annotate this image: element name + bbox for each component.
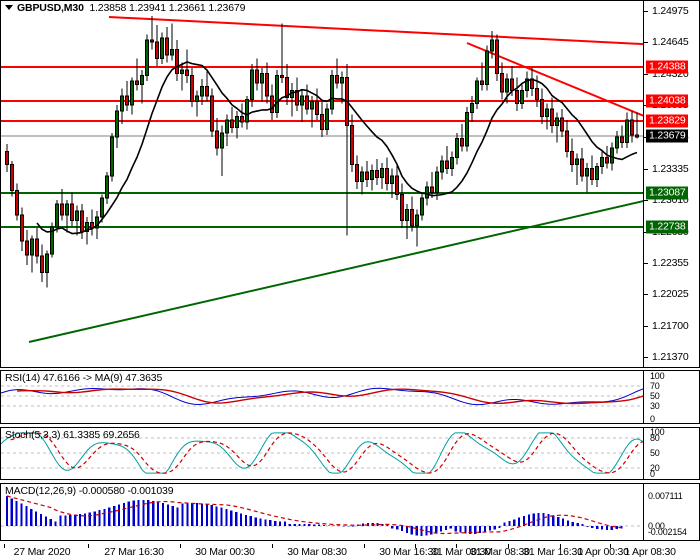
time-axis: 27 Mar 2020 27 Mar 16:30 30 Mar 00:30 30 Ma…	[0, 544, 700, 560]
price-tick-label: 1.21370	[652, 351, 689, 363]
stoch-plot-area[interactable]	[1, 428, 643, 479]
time-tick-label: 1 Apr 00:30	[577, 546, 629, 558]
price-tick-label: 1.24645	[652, 36, 689, 48]
time-tick-mark	[88, 544, 89, 548]
time-tick-mark	[560, 544, 561, 548]
price-level-label[interactable]: 1.23829	[646, 114, 688, 128]
price-chart-panel[interactable]: GBPUSD,M30 1.23858 1.23941 1.23661 1.236…	[0, 0, 700, 368]
price-tick-mark	[644, 74, 648, 75]
rsi-tick-label: 0	[650, 414, 655, 424]
stoch-tick-label: 20	[650, 463, 660, 473]
price-tick-label: 1.22355	[652, 257, 689, 269]
macd-label: MACD(12,26,9) -0.000580 -0.001039	[5, 485, 174, 497]
macd-tick-label: -0.002154	[648, 527, 687, 537]
price-tick-mark	[644, 169, 648, 170]
price-tick-mark	[644, 294, 648, 295]
macd-svg	[1, 495, 643, 536]
chart-header: GBPUSD,M30 1.23858 1.23941 1.23661 1.236…	[5, 2, 245, 14]
price-tick-label: 1.22025	[652, 288, 689, 300]
ascending-support	[28, 200, 643, 343]
price-level-label[interactable]: 1.24038	[646, 94, 688, 108]
macd-panel[interactable]: MACD(12,26,9) -0.000580 -0.001039 0.0071…	[0, 483, 700, 541]
upper-resistance-channel	[108, 16, 643, 46]
rsi-plot-area[interactable]	[1, 371, 643, 423]
time-tick-mark	[415, 544, 416, 548]
stoch-label: Stoch(5,3,3) 61.3385 69.2656	[5, 429, 140, 441]
stoch-tick-label: 100	[650, 427, 665, 437]
time-tick-label: 1 Apr 08:30	[624, 546, 676, 558]
price-tick-mark	[644, 11, 648, 12]
price-axis[interactable]: 1.249751.246451.243201.239951.236651.233…	[643, 1, 699, 367]
time-tick-mark	[508, 544, 509, 548]
macd-plot-area[interactable]	[1, 484, 643, 540]
price-tick-label: 1.24975	[652, 5, 689, 17]
stoch-tick-label: 50	[650, 448, 660, 458]
price-tick-label: 1.23335	[652, 163, 689, 175]
time-tick-label: 30 Mar 16:30	[379, 546, 439, 558]
rsi-panel[interactable]: RSI(14) 47.6166 -> MA(9) 47.3635 100 70 50…	[0, 370, 700, 424]
price-tick-mark	[644, 263, 648, 264]
rsi-tick-label: 70	[650, 381, 660, 391]
price-level-label[interactable]: 1.22738	[646, 220, 688, 234]
quote-high: 1.23941	[129, 2, 166, 14]
time-tick-label: 27 Mar 2020	[13, 546, 71, 558]
symbol-label: GBPUSD,M30	[17, 2, 84, 14]
macd-tick-label: 0.007111	[648, 491, 683, 501]
time-tick-mark	[610, 544, 611, 548]
macd-tick-label: 0.00	[648, 521, 665, 531]
descending-resistance	[466, 42, 643, 117]
price-tick-mark	[644, 357, 648, 358]
macd-axis: 0.007111 0.00 -0.002154	[643, 484, 699, 540]
time-tick-mark	[180, 544, 181, 548]
quote-open: 1.23858	[89, 2, 127, 14]
price-level-label[interactable]: 1.23679	[646, 129, 688, 143]
price-level-label[interactable]: 1.23087	[646, 186, 688, 200]
rsi-svg	[1, 385, 643, 407]
stoch-tick-label: 0	[650, 469, 655, 479]
triangle-down-icon[interactable]	[5, 4, 13, 10]
price-plot-area[interactable]	[1, 1, 643, 367]
time-tick-label: 30 Mar 00:30	[195, 546, 255, 558]
price-tick-label: 1.21700	[652, 320, 689, 332]
price-level-label[interactable]: 1.24388	[646, 60, 688, 74]
price-tick-mark	[644, 326, 648, 327]
time-tick-mark	[364, 544, 365, 548]
stoch-tick-label: 80	[650, 433, 660, 443]
time-tick-label: 31 Mar 00:30	[431, 546, 491, 558]
rsi-tick-label: 30	[650, 401, 660, 411]
time-tick-label: 30 Mar 08:30	[287, 546, 347, 558]
rsi-tick-label: 100	[650, 371, 665, 381]
time-tick-mark	[456, 544, 457, 548]
stochastic-panel[interactable]: Stoch(5,3,3) 61.3385 69.2656 100 80 50 20 0	[0, 427, 700, 480]
price-candles-svg	[1, 15, 643, 343]
price-tick-mark	[644, 42, 648, 43]
stoch-axis: 100 80 50 20 0	[643, 427, 699, 479]
quote-low: 1.23661	[168, 2, 206, 14]
rsi-tick-label: 50	[650, 391, 660, 401]
stoch-svg	[1, 432, 643, 474]
rsi-axis: 100 70 50 30 0	[643, 371, 699, 424]
time-tick-mark	[4, 544, 5, 548]
time-tick-label: 31 Mar 08:30	[470, 546, 530, 558]
time-tick-mark	[272, 544, 273, 548]
rsi-label: RSI(14) 47.6166 -> MA(9) 47.3635	[5, 372, 163, 384]
time-tick-label: 27 Mar 16:30	[104, 546, 164, 558]
price-tick-mark	[644, 200, 648, 201]
quote-close: 1.23679	[208, 2, 246, 14]
time-tick-label: 31 Mar 16:30	[523, 546, 583, 558]
